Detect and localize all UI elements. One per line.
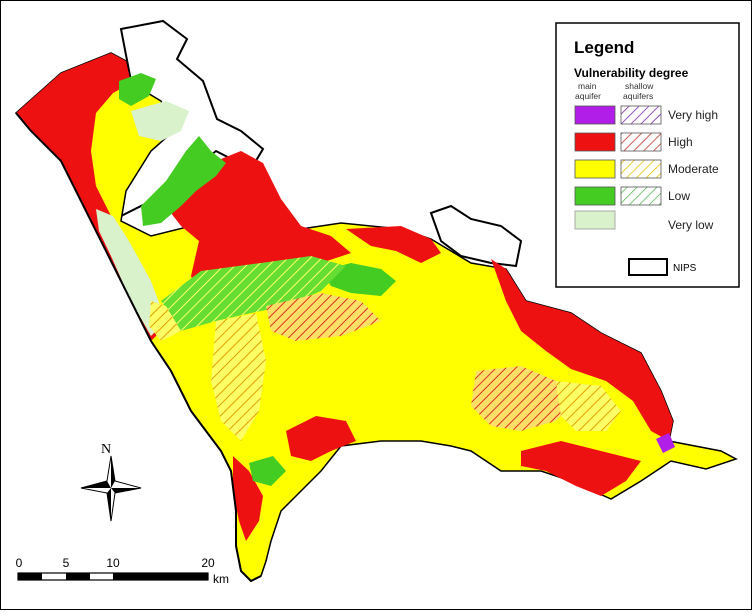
zone-shallow-low	[161, 256, 346, 331]
legend-swatch-main-very-low	[574, 210, 616, 230]
legend-col-shallow-1: shallow	[625, 81, 654, 91]
zone-shallow-moderate-center	[211, 313, 266, 441]
legend-swatch-shallow-low	[620, 186, 662, 206]
legend-swatch-main-low	[574, 186, 616, 206]
zone-shallow-high-east	[471, 366, 576, 431]
zone-high-ne-strip	[346, 226, 441, 263]
zone-high-east	[491, 259, 673, 441]
legend-swatch-main-very-high	[574, 105, 616, 125]
legend-label-nips: NIPS	[673, 263, 697, 274]
coastline	[15, 112, 262, 583]
legend: Legend Vulnerability degree main aquifer…	[555, 22, 740, 288]
zone-high-center	[286, 416, 356, 461]
zone-shallow-moderate-west	[149, 301, 181, 341]
zone-high-north	[171, 151, 351, 301]
legend-label-very-high: Very high	[668, 108, 718, 122]
zone-shallow-high-center	[266, 293, 381, 341]
vulnerability-map	[14, 19, 738, 583]
legend-label-low: Low	[668, 189, 690, 203]
scale-tick-5: 5	[63, 556, 70, 570]
zone-high-southeast	[521, 441, 641, 496]
scale-tick-20: 20	[201, 556, 215, 570]
north-arrow: N	[80, 442, 142, 522]
legend-swatch-main-high	[574, 132, 616, 152]
zone-very-low-north	[131, 101, 189, 141]
zone-shallow-moderate-east	[556, 381, 621, 431]
legend-col-main-2: aquifer	[575, 91, 601, 101]
zone-low-north	[141, 136, 226, 226]
legend-swatch-shallow-high	[620, 132, 662, 152]
legend-swatch-shallow-very-high	[620, 105, 662, 125]
legend-label-very-low: Very low	[668, 218, 714, 232]
legend-swatch-shallow-moderate	[620, 159, 662, 179]
legend-col-shallow-2: aquifers	[623, 91, 653, 101]
zone-low-northwest	[119, 73, 156, 106]
scale-unit: km	[213, 572, 229, 586]
scale-tick-0: 0	[16, 556, 23, 570]
legend-swatch-main-moderate	[574, 159, 616, 179]
zone-high-southwest	[233, 456, 263, 541]
legend-title: Legend	[574, 38, 634, 57]
zone-very-high	[656, 433, 675, 453]
nips-area-east	[429, 204, 523, 268]
scale-bar: 0 5 10 20 km	[16, 556, 229, 586]
legend-label-moderate: Moderate	[668, 162, 719, 176]
legend-swatch-nips	[628, 258, 668, 276]
legend-box	[555, 22, 740, 288]
zone-low-south	[249, 456, 286, 486]
legend-subtitle: Vulnerability degree	[574, 66, 689, 80]
zone-very-low-coast	[96, 209, 166, 336]
legend-label-high: High	[668, 135, 693, 149]
scale-tick-10: 10	[106, 556, 120, 570]
legend-col-main-1: main	[578, 81, 597, 91]
north-label: N	[101, 442, 111, 457]
